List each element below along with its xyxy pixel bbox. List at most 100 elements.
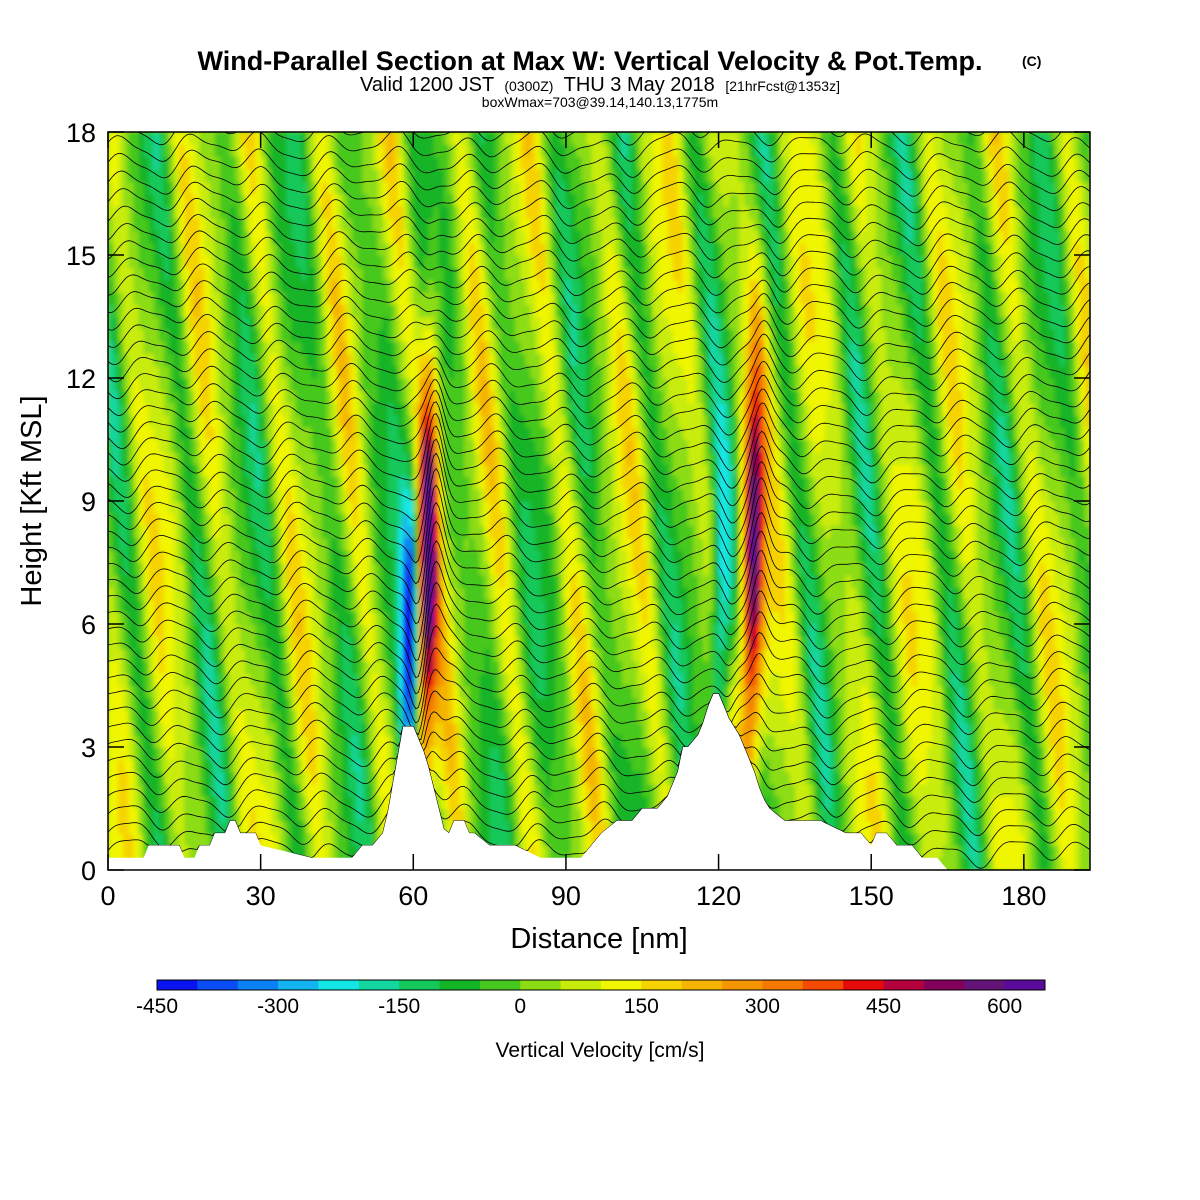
field-cell	[275, 144, 282, 158]
field-cell	[230, 685, 236, 699]
field-cell	[438, 427, 445, 441]
field-cell	[352, 365, 358, 379]
field-cell	[408, 205, 414, 219]
field-cell	[275, 771, 282, 785]
field-cell	[306, 402, 313, 416]
field-cell	[225, 156, 231, 170]
field-cell	[489, 255, 496, 268]
field-cell	[331, 611, 338, 625]
field-cell	[479, 550, 486, 564]
field-cell	[509, 550, 516, 564]
field-cell	[311, 230, 318, 244]
field-cell	[260, 710, 267, 723]
field-cell	[357, 156, 364, 170]
field-cell	[143, 501, 150, 514]
field-cell	[367, 513, 374, 527]
field-cell	[367, 267, 374, 281]
field-cell	[189, 451, 196, 465]
field-cell	[138, 132, 145, 145]
field-cell	[382, 156, 389, 170]
field-cell	[123, 722, 129, 736]
field-cell	[367, 648, 374, 662]
field-cell	[509, 242, 516, 256]
field-cell	[250, 365, 257, 379]
field-cell	[270, 365, 277, 379]
field-cell	[403, 513, 409, 527]
field-cell	[113, 378, 119, 391]
field-cell	[311, 439, 318, 453]
field-cell	[377, 796, 384, 810]
field-cell	[403, 550, 409, 564]
field-cell	[179, 218, 185, 231]
field-cell	[194, 697, 201, 711]
field-cell	[342, 427, 348, 441]
field-cell	[504, 414, 511, 428]
field-cell	[515, 636, 521, 650]
field-cell	[418, 611, 425, 625]
field-cell	[311, 218, 318, 231]
field-cell	[321, 439, 328, 453]
field-cell	[392, 168, 399, 182]
field-cell	[158, 328, 165, 342]
field-cell	[403, 562, 409, 576]
field-cell	[153, 501, 160, 514]
field-cell	[255, 402, 262, 416]
field-cell	[367, 402, 374, 416]
field-cell	[301, 648, 308, 662]
field-cell	[443, 132, 450, 145]
field-cell	[515, 673, 521, 687]
field-cell	[174, 537, 180, 551]
field-cell	[474, 710, 481, 723]
field-cell	[499, 611, 506, 625]
field-cell	[413, 697, 419, 711]
field-cell	[398, 304, 404, 318]
field-cell	[459, 537, 465, 551]
field-cell	[291, 255, 297, 268]
field-cell	[423, 353, 430, 367]
field-cell	[270, 636, 277, 650]
field-cell	[153, 267, 160, 281]
field-cell	[214, 611, 221, 625]
field-cell	[387, 304, 394, 318]
field-cell	[219, 328, 226, 342]
field-cell	[306, 156, 313, 170]
field-cell	[286, 808, 292, 822]
field-cell	[428, 279, 435, 293]
field-cell	[438, 759, 445, 773]
field-cell	[265, 279, 272, 293]
field-cell	[113, 427, 119, 441]
field-cell	[306, 255, 313, 268]
field-cell	[433, 439, 440, 453]
field-cell	[184, 783, 191, 797]
field-cell	[235, 771, 241, 785]
field-cell	[265, 414, 272, 428]
field-cell	[362, 439, 369, 453]
field-cell	[250, 451, 257, 465]
field-cell	[148, 255, 155, 268]
field-cell	[240, 193, 246, 207]
field-cell	[143, 783, 150, 797]
field-cell	[153, 648, 160, 662]
field-cell	[194, 636, 201, 650]
field-cell	[199, 402, 206, 416]
field-cell	[331, 697, 338, 711]
field-cell	[301, 316, 308, 330]
field-cell	[118, 242, 124, 256]
field-cell	[128, 783, 135, 797]
field-cell	[311, 255, 318, 268]
field-cell	[133, 673, 140, 687]
field-cell	[382, 414, 389, 428]
field-cell	[123, 390, 129, 404]
field-cell	[245, 648, 252, 662]
field-cell	[153, 513, 160, 527]
field-cell	[108, 574, 114, 588]
field-cell	[326, 513, 333, 527]
field-cell	[367, 181, 374, 195]
field-cell	[245, 464, 252, 477]
field-cell	[377, 537, 384, 551]
field-cell	[153, 316, 160, 330]
field-cell	[372, 513, 379, 527]
field-cell	[280, 513, 287, 527]
field-cell	[143, 132, 150, 145]
field-cell	[108, 599, 114, 613]
